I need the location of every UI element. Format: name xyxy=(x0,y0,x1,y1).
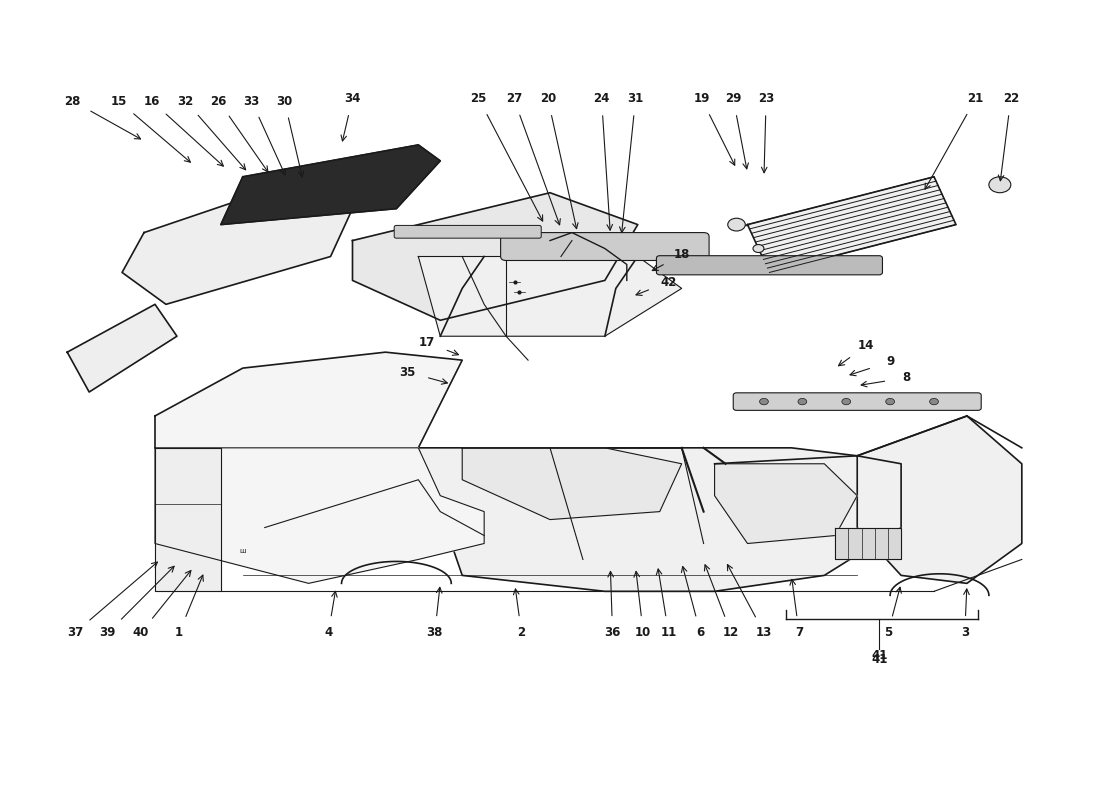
Text: 17: 17 xyxy=(419,336,436,349)
Text: 28: 28 xyxy=(65,94,81,107)
Text: 35: 35 xyxy=(399,366,416,378)
Text: 12: 12 xyxy=(723,626,739,639)
Text: 2: 2 xyxy=(517,626,526,639)
Text: 39: 39 xyxy=(100,626,116,639)
Polygon shape xyxy=(352,193,638,320)
Circle shape xyxy=(989,177,1011,193)
Text: 30: 30 xyxy=(276,94,293,107)
Text: 26: 26 xyxy=(210,94,227,107)
Polygon shape xyxy=(155,352,462,480)
Text: 8: 8 xyxy=(902,371,911,384)
Text: 23: 23 xyxy=(758,92,774,105)
Text: 34: 34 xyxy=(344,92,361,105)
Text: 14: 14 xyxy=(858,339,874,352)
Circle shape xyxy=(798,398,806,405)
Polygon shape xyxy=(418,257,682,336)
Polygon shape xyxy=(462,448,682,519)
Circle shape xyxy=(754,245,764,253)
Text: 3: 3 xyxy=(960,626,969,639)
Text: 31: 31 xyxy=(627,92,644,105)
Polygon shape xyxy=(418,448,901,591)
Text: 25: 25 xyxy=(471,92,487,105)
Text: 19: 19 xyxy=(693,92,710,105)
Text: 13: 13 xyxy=(756,626,772,639)
Text: 29: 29 xyxy=(725,92,741,105)
Text: 10: 10 xyxy=(635,626,651,639)
FancyBboxPatch shape xyxy=(394,226,541,238)
Text: 7: 7 xyxy=(795,626,803,639)
Text: 4: 4 xyxy=(324,626,332,639)
Text: 5: 5 xyxy=(883,626,892,639)
Circle shape xyxy=(760,398,768,405)
Text: 6: 6 xyxy=(696,626,704,639)
Polygon shape xyxy=(715,464,857,543)
Circle shape xyxy=(930,398,938,405)
Text: 22: 22 xyxy=(1003,92,1019,105)
Text: ш: ш xyxy=(240,549,246,554)
Polygon shape xyxy=(748,177,956,273)
Text: 15: 15 xyxy=(111,94,126,107)
Text: 27: 27 xyxy=(506,92,521,105)
Circle shape xyxy=(886,398,894,405)
FancyBboxPatch shape xyxy=(500,233,710,261)
FancyBboxPatch shape xyxy=(734,393,981,410)
Text: 20: 20 xyxy=(540,92,556,105)
Text: 9: 9 xyxy=(886,355,894,368)
Text: 36: 36 xyxy=(604,626,620,639)
Text: 41: 41 xyxy=(871,653,888,666)
Text: 32: 32 xyxy=(177,94,194,107)
Circle shape xyxy=(842,398,850,405)
Text: 33: 33 xyxy=(243,94,260,107)
Circle shape xyxy=(728,218,746,231)
Text: 11: 11 xyxy=(660,626,676,639)
Polygon shape xyxy=(155,448,484,583)
Text: 38: 38 xyxy=(427,626,443,639)
Text: 37: 37 xyxy=(67,626,82,639)
Polygon shape xyxy=(221,145,440,225)
Text: 18: 18 xyxy=(673,249,690,262)
Text: 40: 40 xyxy=(132,626,148,639)
Text: 24: 24 xyxy=(593,92,609,105)
Text: 1: 1 xyxy=(175,626,184,639)
Text: 21: 21 xyxy=(968,92,983,105)
Polygon shape xyxy=(835,527,901,559)
Text: 42: 42 xyxy=(660,275,676,289)
Text: 41: 41 xyxy=(871,649,888,662)
Polygon shape xyxy=(155,448,221,591)
FancyBboxPatch shape xyxy=(657,256,882,275)
Polygon shape xyxy=(67,304,177,392)
Text: 16: 16 xyxy=(143,94,160,107)
Polygon shape xyxy=(857,416,1022,583)
Polygon shape xyxy=(122,177,352,304)
